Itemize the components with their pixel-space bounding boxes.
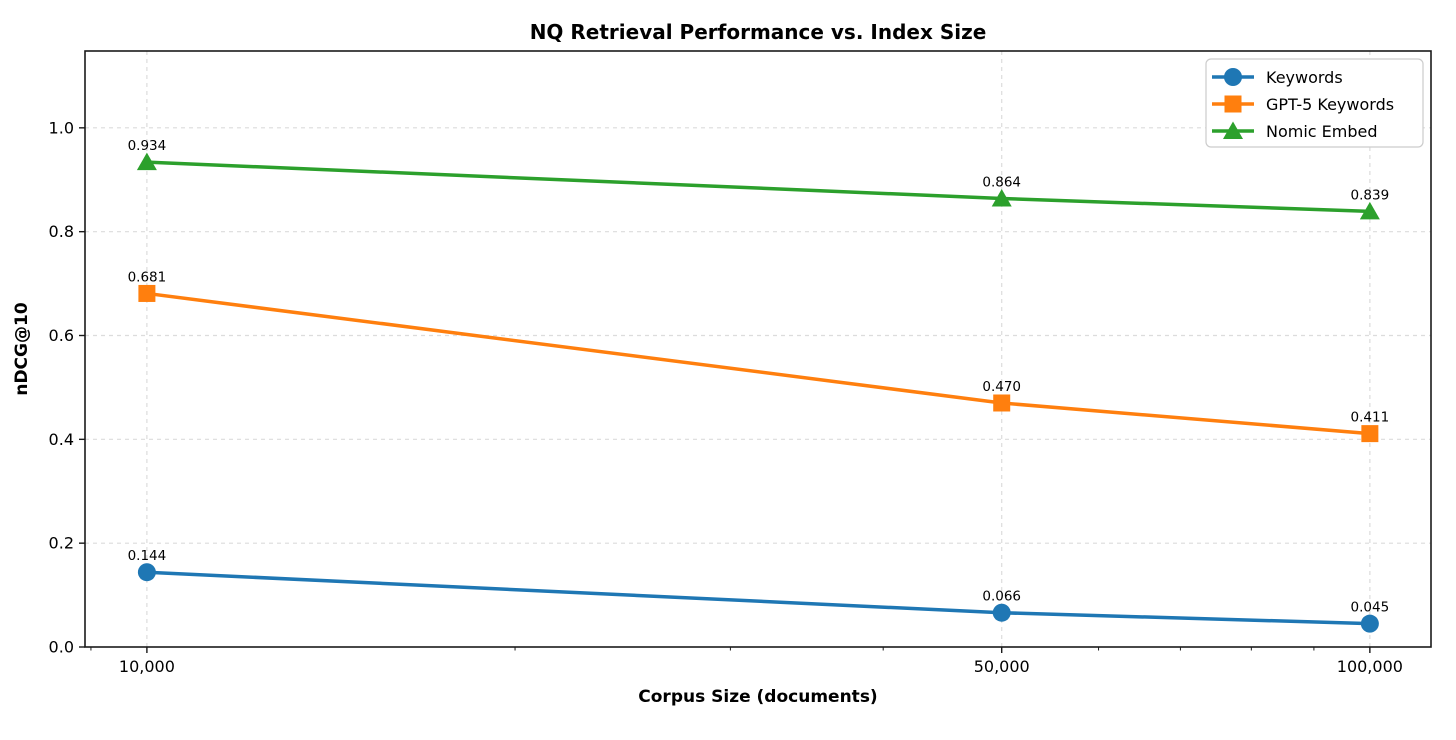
point-label: 0.839 xyxy=(1351,187,1390,203)
data-marker-square-gpt-5-keywords xyxy=(138,284,156,302)
x-tick-label: 10,000 xyxy=(119,657,175,676)
y-tick-label: 0.4 xyxy=(49,430,74,449)
y-tick-label: 1.0 xyxy=(49,118,74,137)
point-label: 0.045 xyxy=(1351,600,1390,616)
data-marker-triangle-nomic-embed xyxy=(991,188,1012,207)
y-tick-label: 0.6 xyxy=(49,326,74,345)
point-label: 0.934 xyxy=(128,138,167,154)
point-label: 0.066 xyxy=(982,589,1021,605)
y-tick-label: 0.0 xyxy=(49,638,74,657)
data-marker-circle-keywords xyxy=(137,563,156,582)
y-tick-label: 0.2 xyxy=(49,534,74,553)
point-label: 0.470 xyxy=(982,379,1021,395)
x-tick-label: 50,000 xyxy=(974,657,1030,676)
y-axis-label: nDCG@10 xyxy=(12,302,32,395)
point-label: 0.411 xyxy=(1351,410,1390,426)
legend-marker-triangle xyxy=(1223,121,1243,139)
data-marker-circle-keywords xyxy=(1360,614,1379,633)
point-label: 0.144 xyxy=(128,548,167,564)
point-label: 0.681 xyxy=(128,269,167,285)
chart-title: NQ Retrieval Performance vs. Index Size xyxy=(530,20,987,44)
data-marker-square-gpt-5-keywords xyxy=(993,394,1011,412)
data-marker-triangle-nomic-embed xyxy=(1359,201,1380,220)
legend-marker-square xyxy=(1224,95,1242,113)
plot-border xyxy=(84,50,1432,648)
legend-label: Nomic Embed xyxy=(1266,122,1378,141)
data-marker-circle-keywords xyxy=(992,603,1011,622)
legend xyxy=(1205,58,1424,148)
data-marker-triangle-nomic-embed xyxy=(136,152,157,171)
data-marker-square-gpt-5-keywords xyxy=(1361,425,1379,443)
legend-label: GPT-5 Keywords xyxy=(1266,95,1394,114)
x-axis-label: Corpus Size (documents) xyxy=(638,687,877,707)
legend-label: Keywords xyxy=(1266,68,1343,87)
point-label: 0.864 xyxy=(982,174,1021,190)
legend-marker-circle xyxy=(1224,68,1242,86)
y-tick-label: 0.8 xyxy=(49,222,74,241)
x-tick-label: 100,000 xyxy=(1337,657,1403,676)
